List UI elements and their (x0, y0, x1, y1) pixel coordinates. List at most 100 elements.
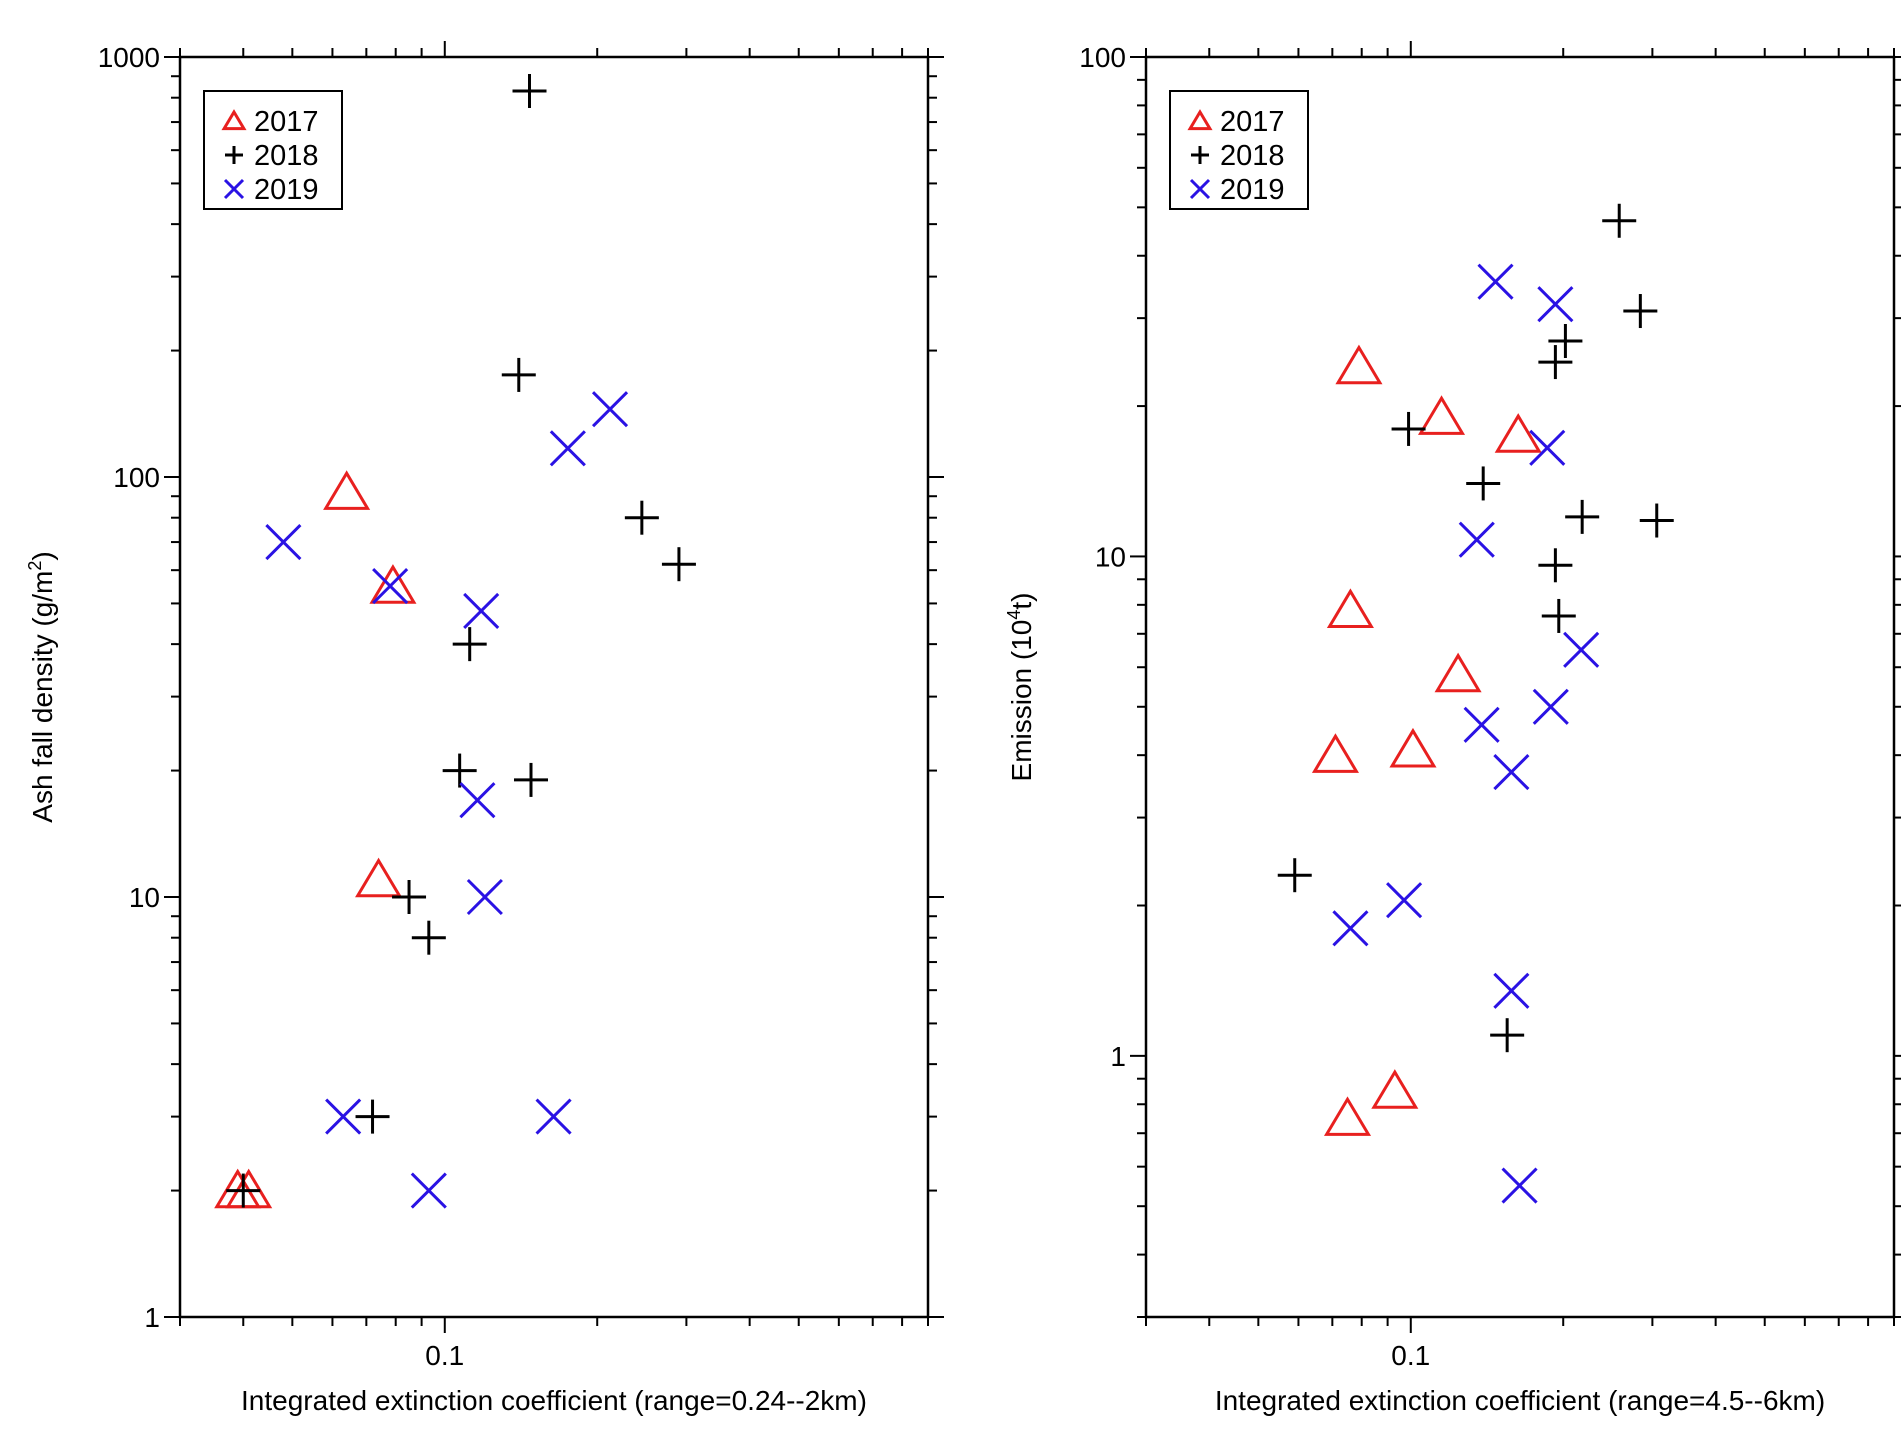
point-2019 (1529, 429, 1566, 466)
y-axis-label-main: Ash fall density (g/m (27, 571, 58, 823)
point-2018 (512, 73, 547, 108)
y-tick-label: 1 (1110, 1041, 1126, 1072)
point-2017 (369, 564, 417, 604)
axis-tick-labels: 0.1 1 10 100 1000 (98, 42, 465, 1371)
x-axis-label: Integrated extinction coefficient (range… (241, 1385, 867, 1416)
point-2017 (1335, 344, 1383, 385)
point-2018 (452, 627, 487, 662)
point-2019 (1493, 972, 1530, 1009)
point-2017 (1434, 652, 1482, 693)
point-2019 (372, 567, 409, 605)
point-2019 (591, 391, 629, 428)
point-2019 (463, 592, 500, 629)
legend-marker-2019 (1189, 178, 1211, 200)
point-2018 (1623, 294, 1658, 329)
point-2019 (1458, 521, 1495, 558)
axis-ticks (1130, 41, 1901, 1333)
axis-frame (178, 55, 930, 1319)
point-2018 (1466, 466, 1501, 501)
point-2017 (355, 857, 403, 898)
x-axis-label: Integrated extinction coefficient (range… (1215, 1385, 1825, 1416)
legend-label-2019: 2019 (254, 174, 319, 206)
y-axis-label-main: Emission (10 (1006, 620, 1037, 782)
point-2018 (442, 753, 477, 788)
y-tick-label: 100 (113, 462, 160, 493)
point-2018 (355, 1099, 390, 1134)
point-2019 (1463, 706, 1500, 743)
axis-frame (1144, 55, 1896, 1319)
point-2018 (624, 500, 659, 535)
point-2017 (1311, 733, 1359, 773)
point-2018 (1277, 858, 1312, 893)
point-2017 (1494, 413, 1542, 453)
point-2019 (459, 782, 496, 819)
axis-ticks (164, 41, 944, 1333)
point-2018 (1639, 503, 1674, 538)
point-2019 (265, 523, 302, 561)
data-points (1277, 203, 1674, 1204)
x-tick-label: 0.1 (425, 1340, 464, 1371)
point-2018 (1490, 1018, 1525, 1053)
y-tick-label: 10 (129, 882, 160, 913)
point-2017 (1389, 727, 1437, 768)
data-points (214, 73, 696, 1209)
legend-marker-2018 (225, 146, 243, 164)
y-axis-label-superscript: 2 (25, 561, 45, 571)
x-tick-label: 0.1 (1391, 1340, 1430, 1371)
point-2019 (1477, 263, 1514, 300)
point-2018 (392, 880, 427, 914)
point-2019 (1563, 631, 1600, 668)
legend-box (1169, 90, 1309, 210)
point-2018 (1565, 499, 1600, 534)
point-2018 (226, 1173, 261, 1208)
y-axis-label: Emission (104t) (1004, 593, 1037, 782)
point-2018 (1538, 548, 1573, 583)
legend-box (203, 90, 343, 210)
y-tick-label: 10 (1095, 541, 1126, 572)
point-2018 (1541, 598, 1576, 633)
y-axis-label-tail: ) (27, 551, 58, 560)
point-2018 (513, 762, 548, 797)
y-axis-label-superscript: 4 (1004, 610, 1024, 620)
legend-label-2017: 2017 (1220, 106, 1285, 138)
point-2018 (411, 920, 446, 955)
point-2019 (1332, 910, 1369, 947)
point-2019 (1532, 688, 1569, 725)
point-2019 (549, 430, 586, 467)
point-2019 (1501, 1167, 1538, 1204)
legend-marker-2017 (221, 109, 247, 131)
point-2019 (325, 1098, 362, 1135)
point-2019 (1537, 286, 1574, 323)
point-2017 (1326, 588, 1374, 628)
point-2019 (410, 1172, 447, 1209)
point-2018 (1538, 345, 1573, 380)
point-2019 (1386, 882, 1423, 919)
legend-marker-2019 (223, 178, 245, 200)
point-2017 (1323, 1096, 1372, 1136)
legend-marker-2018 (1191, 146, 1209, 164)
point-2018 (661, 547, 696, 582)
point-2018 (1602, 203, 1637, 238)
legend-marker-2017 (1187, 109, 1213, 131)
y-tick-label: 1 (144, 1302, 160, 1333)
y-tick-label: 100 (1079, 42, 1126, 73)
point-2017 (323, 470, 371, 510)
legend-label-2018: 2018 (1220, 140, 1285, 172)
point-2019 (535, 1098, 572, 1135)
point-2019 (1493, 754, 1530, 791)
plot-frame (178, 55, 930, 1319)
point-2017 (1417, 395, 1466, 435)
point-2018 (501, 357, 536, 392)
legend-label-2017: 2017 (254, 106, 319, 138)
axis-tick-labels: 0.1 1 10 100 (1079, 42, 1430, 1371)
legend-label-2018: 2018 (254, 140, 319, 172)
y-tick-label: 1000 (98, 42, 160, 73)
y-axis-label-tail: t) (1006, 593, 1037, 610)
point-2018 (1391, 411, 1426, 446)
y-axis-label: Ash fall density (g/m2) (25, 551, 58, 822)
